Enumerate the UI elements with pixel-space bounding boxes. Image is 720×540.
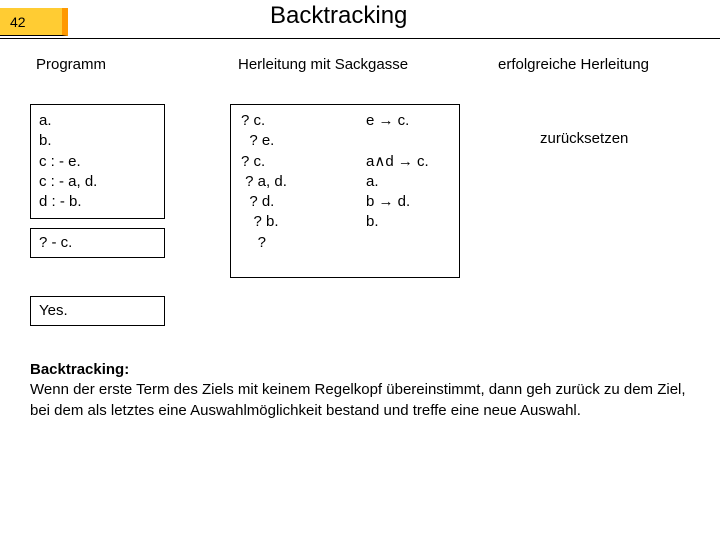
heading-programm: Programm: [36, 56, 106, 73]
query-box: ? - c.: [30, 228, 165, 258]
bottom-paragraph: Backtracking: Wenn der erste Term des Zi…: [30, 360, 690, 421]
zuruecksetzen-label: zurücksetzen: [540, 130, 628, 147]
program-box: a. b. c : - e. c : - a, d. d : - b.: [30, 104, 165, 219]
slide-number: 42: [0, 8, 68, 36]
heading-herleitung: Herleitung mit Sackgasse: [238, 56, 408, 73]
slide-number-text: 42: [10, 14, 26, 30]
trace-right-column: e → c. a∧d → c. a. b → d. b.: [366, 111, 429, 233]
title-underline: [0, 38, 720, 39]
heading-erfolgreiche: erfolgreiche Herleitung: [498, 56, 649, 73]
yes-box: Yes.: [30, 296, 165, 326]
trace-left-column: ? c. ? e. ? c. ? a, d. ? d. ? b. ?: [241, 111, 287, 253]
trace-box: ? c. ? e. ? c. ? a, d. ? d. ? b. ? e → c…: [230, 104, 460, 278]
slide-title: Backtracking: [270, 2, 407, 30]
bottom-bold: Backtracking:: [30, 361, 129, 378]
bottom-body: Wenn der erste Term des Ziels mit keinem…: [30, 381, 686, 418]
